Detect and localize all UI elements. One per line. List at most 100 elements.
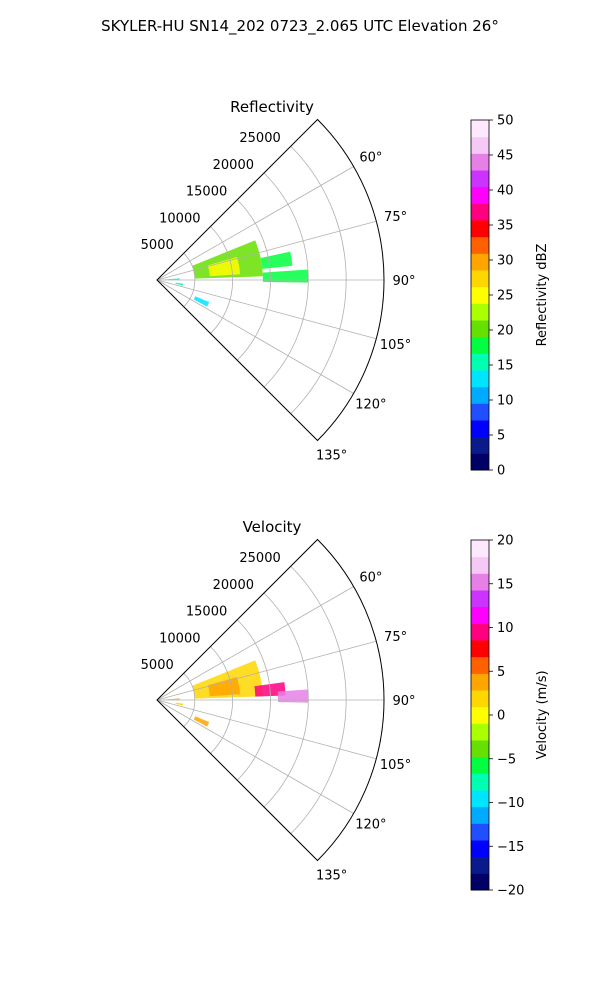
reflectivity-azimuth-spoke <box>156 279 354 394</box>
reflectivity-range-tick-label: 10000 <box>159 211 200 226</box>
reflectivity-panel-title: Reflectivity <box>230 98 314 116</box>
reflectivity-colorbar-tick-label: 15 <box>497 359 514 374</box>
reflectivity-colorbar-swatch <box>471 170 489 188</box>
velocity-colorbar-swatch <box>471 723 489 741</box>
velocity-colorbar-swatch <box>471 756 489 774</box>
reflectivity-colorbar: 0 5 10 15 20 25 30 35 40 45 50 Reflectivity dBZ <box>470 114 550 479</box>
velocity-azimuth-tick-label: 60° <box>359 571 382 586</box>
reflectivity-colorbar-tick-label: 50 <box>497 114 514 129</box>
velocity-echo-region-6 <box>193 716 210 727</box>
velocity-colorbar-tick-label: 20 <box>497 534 514 549</box>
velocity-colorbar-swatch <box>471 656 489 674</box>
velocity-colorbar-tick-label: −15 <box>497 840 524 855</box>
velocity-colorbar-swatch <box>471 806 489 824</box>
velocity-colorbar-swatch <box>471 873 489 891</box>
velocity-range-tick-label: 5000 <box>141 658 174 673</box>
reflectivity-echo-region-5 <box>175 282 184 286</box>
reflectivity-azimuth-tick-label: 105° <box>380 338 411 353</box>
reflectivity-colorbar-swatch <box>471 203 489 221</box>
reflectivity-colorbar-swatch <box>471 303 489 321</box>
reflectivity-colorbar-tick-label: 35 <box>497 219 514 234</box>
reflectivity-echoes <box>164 240 309 307</box>
reflectivity-colorbar-tick-label: 20 <box>497 324 514 339</box>
reflectivity-azimuth-spoke <box>156 166 354 281</box>
velocity-azimuth-tick-label: 120° <box>355 818 386 833</box>
reflectivity-azimuth-tick-label: 120° <box>355 398 386 413</box>
velocity-colorbar-tick-label: 0 <box>497 709 505 724</box>
velocity-colorbar-swatch <box>471 823 489 841</box>
reflectivity-colorbar-swatch <box>471 336 489 354</box>
figure-title: SKYLER-HU SN14_202 0723_2.065 UTC Elevat… <box>101 17 499 36</box>
velocity-panel: Velocity500010000150002000025000Meters60… <box>141 518 550 899</box>
reflectivity-colorbar-swatch <box>471 120 489 138</box>
velocity-colorbar-tick-label: −10 <box>497 796 524 811</box>
velocity-azimuth-tick-label: 135° <box>316 869 347 884</box>
velocity-colorbar-swatch <box>471 556 489 574</box>
velocity-echo-region-4 <box>164 698 180 700</box>
reflectivity-echo-region-6 <box>193 296 210 307</box>
velocity-azimuth-spoke <box>156 640 377 701</box>
reflectivity-colorbar-swatch <box>471 253 489 271</box>
reflectivity-azimuth-tick-label: 90° <box>392 274 415 289</box>
reflectivity-echo-region-2 <box>262 269 309 283</box>
velocity-sector-outline <box>156 538 385 862</box>
velocity-colorbar-tick-label: 5 <box>497 665 505 680</box>
reflectivity-colorbar-tick-label: 30 <box>497 254 514 269</box>
reflectivity-colorbar-tick-label: 25 <box>497 289 514 304</box>
reflectivity-grid <box>156 145 384 441</box>
velocity-colorbar-swatch <box>471 640 489 658</box>
reflectivity-sector-outline <box>156 118 385 442</box>
reflectivity-range-tick-label: 5000 <box>141 238 174 253</box>
velocity-colorbar-swatch <box>471 590 489 608</box>
velocity-colorbar-swatch <box>471 840 489 858</box>
velocity-colorbar-swatch <box>471 740 489 758</box>
velocity-colorbar-tick-label: 10 <box>497 621 514 636</box>
velocity-azimuth-spoke <box>156 699 354 814</box>
velocity-echoes <box>164 660 309 727</box>
velocity-azimuth-tick-label: 90° <box>392 694 415 709</box>
reflectivity-colorbar-tick-label: 10 <box>497 394 514 409</box>
velocity-echo-region-5 <box>175 702 184 706</box>
reflectivity-colorbar-swatch <box>471 270 489 288</box>
reflectivity-colorbar-swatch <box>471 403 489 421</box>
velocity-colorbar-swatch <box>471 673 489 691</box>
reflectivity-colorbar-swatch <box>471 286 489 304</box>
velocity-colorbar-swatch <box>471 540 489 558</box>
reflectivity-colorbar-swatch <box>471 186 489 204</box>
velocity-azimuth-spoke <box>156 586 354 701</box>
reflectivity-colorbar-swatch <box>471 136 489 154</box>
reflectivity-range-tick-label: 15000 <box>186 185 227 200</box>
velocity-colorbar-label: Velocity (m/s) <box>535 670 550 759</box>
reflectivity-azimuth-spoke <box>156 279 377 340</box>
reflectivity-colorbar-swatch <box>471 420 489 438</box>
velocity-colorbar: −20 −15 −10 −5 0 5 10 15 20 Velocity (m/s) <box>470 534 550 899</box>
reflectivity-azimuth-tick-label: 75° <box>384 210 407 225</box>
reflectivity-colorbar-tick-label: 5 <box>497 429 505 444</box>
velocity-range-tick-label: 10000 <box>159 631 200 646</box>
reflectivity-colorbar-tick-label: 40 <box>497 184 514 199</box>
reflectivity-colorbar-swatch <box>471 153 489 171</box>
reflectivity-colorbar-swatch <box>471 453 489 471</box>
reflectivity-echo-region-4 <box>164 278 180 280</box>
velocity-colorbar-swatch <box>471 706 489 724</box>
reflectivity-echo-region-3 <box>260 251 293 269</box>
velocity-range-tick-label: 20000 <box>213 578 254 593</box>
reflectivity-panel: Reflectivity500010000150002000025000Mete… <box>141 98 550 479</box>
velocity-range-tick-label: 15000 <box>186 605 227 620</box>
reflectivity-colorbar-label: Reflectivity dBZ <box>535 244 550 347</box>
reflectivity-colorbar-swatch <box>471 436 489 454</box>
reflectivity-colorbar-swatch <box>471 236 489 254</box>
velocity-colorbar-swatch <box>471 573 489 591</box>
reflectivity-range-tick-label: 25000 <box>239 131 280 146</box>
reflectivity-colorbar-tick-label: 45 <box>497 149 514 164</box>
velocity-azimuth-tick-label: 105° <box>380 758 411 773</box>
velocity-range-tick-label: 25000 <box>239 551 280 566</box>
velocity-colorbar-tick-label: −20 <box>497 884 524 899</box>
velocity-colorbar-swatch <box>471 856 489 874</box>
velocity-echo-region-3 <box>277 689 309 703</box>
reflectivity-azimuth-tick-label: 135° <box>316 449 347 464</box>
reflectivity-azimuth-spoke <box>156 220 377 281</box>
reflectivity-azimuth-tick-label: 60° <box>359 151 382 166</box>
reflectivity-colorbar-swatch <box>471 220 489 238</box>
